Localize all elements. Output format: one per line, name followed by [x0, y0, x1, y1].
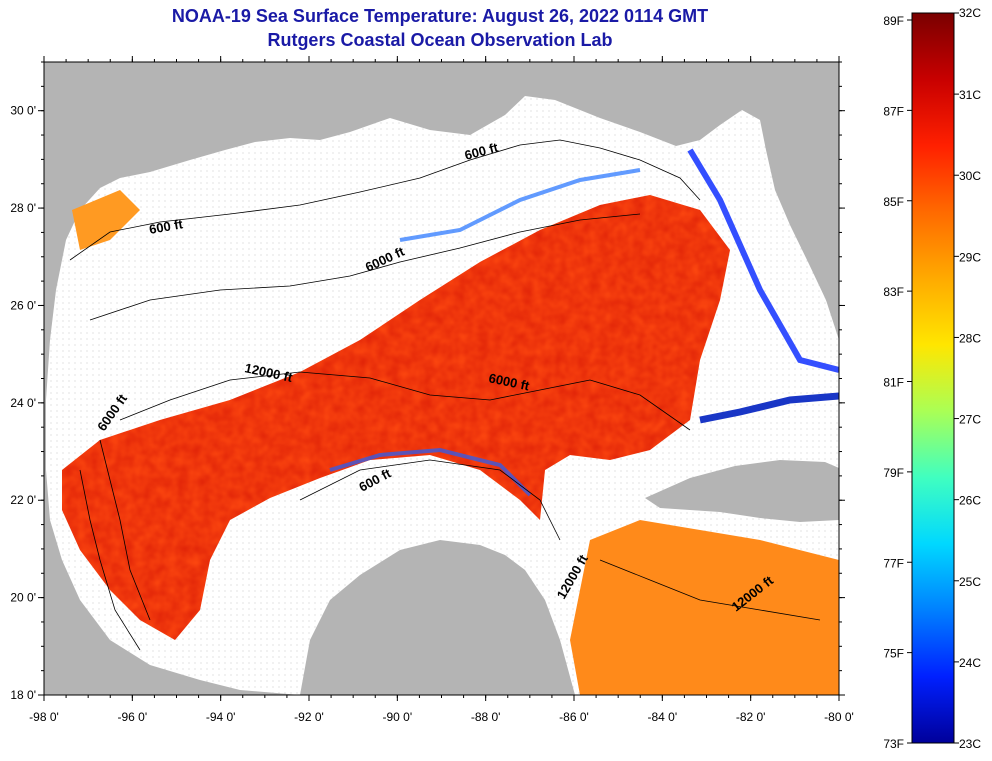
cb-c-label: 31C — [959, 88, 981, 102]
cb-f-label: 75F — [883, 647, 904, 661]
cb-c-label: 23C — [959, 737, 981, 751]
cb-f-label: 79F — [883, 466, 904, 480]
contour-6000ft-north — [89, 213, 641, 321]
cool-edge-yucatan — [329, 447, 532, 497]
cb-f-label: 81F — [883, 376, 904, 390]
caribbean-warm — [570, 520, 839, 695]
latitude-labels: 30 0' 28 0' 26 0' 24 0' 22 0' 20 0' 18 0' — [10, 104, 36, 702]
lon-tick-label: -80 0' — [824, 710, 854, 724]
warm-water-texture — [62, 195, 730, 640]
cb-f-label: 83F — [883, 285, 904, 299]
lat-tick-label: 18 0' — [10, 688, 36, 702]
lon-tick-label: -86 0' — [559, 710, 589, 724]
land-florida — [768, 62, 839, 330]
lon-tick-label: -94 0' — [206, 710, 236, 724]
lat-tick-label: 24 0' — [10, 396, 36, 410]
texas-shelf-warm — [72, 190, 140, 250]
contour-12000ft — [119, 371, 691, 431]
title-line-1: NOAA-19 Sea Surface Temperature: August … — [171, 6, 709, 26]
cb-c-label: 27C — [959, 413, 981, 427]
lon-tick-label: -90 0' — [383, 710, 413, 724]
cb-f-label: 77F — [883, 556, 904, 570]
contour-600ft-north — [69, 139, 701, 261]
lat-tick-label: 22 0' — [10, 493, 36, 507]
cb-f-label: 89F — [883, 14, 904, 28]
colorbar-celsius-labels: 32C 31C 30C 29C 28C 27C 26C 25C 24C 23C — [959, 6, 981, 751]
cb-f-label: 73F — [883, 737, 904, 751]
lon-tick-label: -82 0' — [736, 710, 766, 724]
cb-c-label: 28C — [959, 331, 981, 345]
contour-label: 600 ft — [148, 216, 185, 237]
lat-tick-label: 30 0' — [10, 104, 36, 118]
lon-tick-label: -98 0' — [29, 710, 59, 724]
lon-tick-label: -92 0' — [294, 710, 324, 724]
title-line-2: Rutgers Coastal Ocean Observation Lab — [267, 30, 613, 50]
contour-6000ft-west — [99, 439, 151, 621]
axis-ticks — [38, 56, 845, 701]
cb-c-label: 30C — [959, 169, 981, 183]
lon-tick-label: -96 0' — [118, 710, 148, 724]
land-cuba — [645, 460, 839, 522]
lat-tick-label: 28 0' — [10, 201, 36, 215]
contour-caribbean — [599, 559, 821, 621]
bathymetry-contours — [69, 139, 821, 651]
cool-edge-north — [399, 168, 641, 242]
colorbar-fahrenheit-labels: 89F 87F 85F 83F 81F 79F 77F 75F 73F — [883, 14, 904, 751]
cb-c-label: 29C — [959, 250, 981, 264]
contour-600ft-yucatan — [299, 459, 561, 541]
lat-tick-label: 26 0' — [10, 298, 36, 312]
cb-c-label: 25C — [959, 575, 981, 589]
colorbar — [911, 12, 955, 744]
cb-c-label: 24C — [959, 656, 981, 670]
lon-tick-label: -84 0' — [648, 710, 678, 724]
cool-edge-cuba — [699, 392, 839, 424]
lon-tick-label: -88 0' — [471, 710, 501, 724]
cb-f-label: 85F — [883, 195, 904, 209]
land-yucatan — [300, 540, 575, 695]
cb-c-label: 26C — [959, 494, 981, 508]
cb-c-label: 32C — [959, 6, 981, 20]
land-us-coast — [44, 62, 839, 695]
colorbar-ticks — [907, 12, 959, 744]
cool-edge-east — [687, 148, 839, 373]
longitude-labels: -98 0' -96 0' -94 0' -92 0' -90 0' -88 0' -86 … — [29, 710, 854, 724]
cb-f-label: 87F — [883, 104, 904, 118]
contour-600ft-west — [79, 469, 141, 651]
lat-tick-label: 20 0' — [10, 591, 36, 605]
